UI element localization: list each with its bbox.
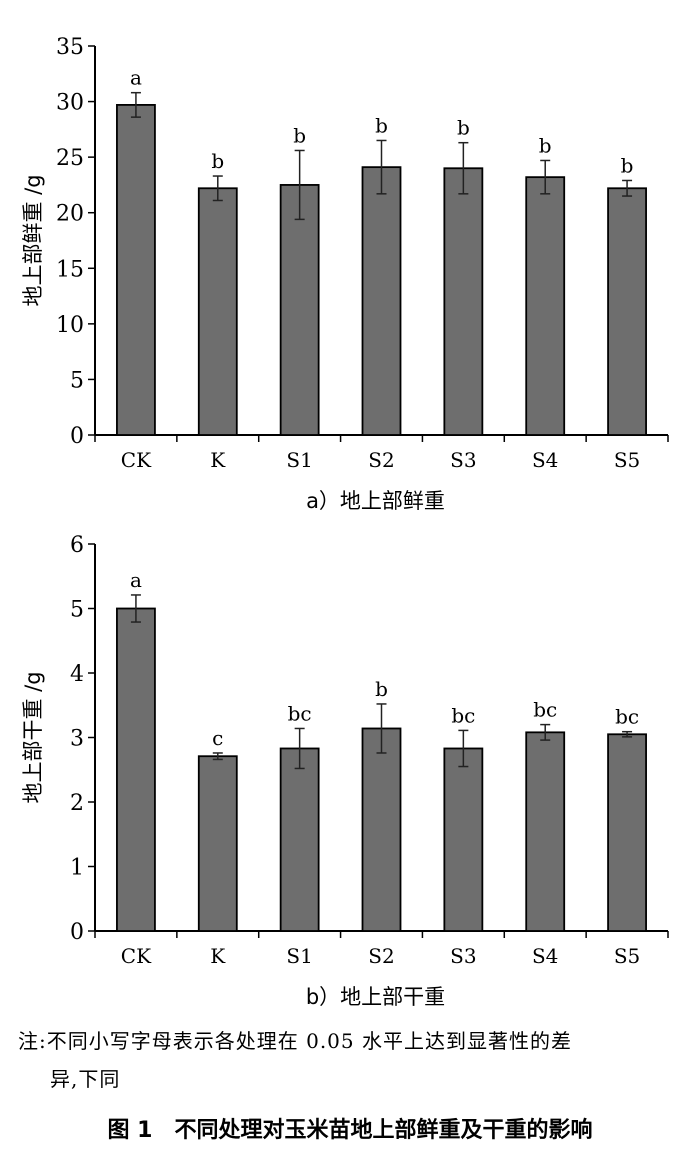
category-label: S5 [614, 448, 640, 472]
chart-subtitle: a）地上部鲜重 [306, 489, 445, 513]
chart-fresh-weight: 0 5 10 15 20 25 30 35 a CK b Kb S1 b S2 b S3 b S4 b S5 地上部鲜重 … [21, 35, 669, 513]
y-axis-label: 地上部鲜重 /g [21, 174, 45, 306]
significance-letter: b [211, 149, 224, 173]
significance-letter: bc [288, 701, 312, 725]
category-label: K [210, 448, 226, 472]
significance-letter: b [457, 116, 470, 140]
bar [116, 607, 156, 932]
category-label: S1 [286, 448, 312, 472]
y-axis-label: 地上部干重 /g [21, 671, 45, 803]
y-tick-label: 0 [70, 920, 84, 945]
significance-letter: a [130, 66, 142, 90]
bar [607, 733, 647, 932]
significance-letter: bc [451, 703, 475, 727]
y-tick-label: 15 [56, 257, 84, 282]
y-tick-label: 1 [70, 856, 84, 881]
y-tick-label: 3 [70, 727, 84, 752]
category-label: S3 [450, 448, 476, 472]
significance-letter: c [212, 726, 223, 750]
caption-label: 图 1 [107, 1118, 153, 1143]
category-label: S2 [368, 448, 394, 472]
significance-letter: bc [615, 705, 639, 729]
y-tick-label: 30 [56, 91, 84, 116]
bar [361, 166, 402, 436]
caption-text: 不同处理对玉米苗地上部鲜重及干重的影响 [174, 1118, 593, 1143]
significance-letter: b [621, 153, 634, 177]
category-label: S3 [450, 944, 476, 968]
category-label: S1 [286, 944, 312, 968]
y-tick-label: 35 [56, 35, 84, 60]
significance-letter: b [293, 123, 306, 147]
bar [525, 176, 566, 436]
significance-letter: b [375, 113, 388, 137]
bar [607, 187, 647, 436]
figure-caption: 图 1 不同处理对玉米苗地上部鲜重及干重的影响 [0, 1112, 700, 1144]
significance-letter: bc [533, 698, 557, 722]
significance-letter: a [130, 568, 142, 592]
category-label: S4 [532, 448, 558, 472]
bar [279, 747, 320, 932]
bar [443, 747, 484, 932]
y-tick-label: 2 [70, 791, 84, 816]
y-tick-label: 20 [56, 202, 84, 227]
note-line-1: 注:不同小写字母表示各处理在 0.05 水平上达到显著性的差 [18, 1029, 572, 1053]
category-label: S4 [532, 944, 558, 968]
bar [443, 167, 484, 436]
note-line-2: 异,下同 [50, 1067, 121, 1091]
bar [361, 727, 402, 932]
category-label: S2 [368, 944, 394, 968]
y-tick-label: 5 [70, 368, 84, 393]
category-label: CK [121, 448, 152, 472]
y-tick-label: 6 [70, 533, 84, 558]
category-label: S5 [614, 944, 640, 968]
significance-letter: b [539, 133, 552, 157]
y-tick-label: 10 [56, 313, 84, 338]
chart-dry-weight: 0 1 2 3 4 5 6 a CK c Kbc S1 b S2 bc S3 bc S4 bc S5 地上部干重 /g b… [21, 533, 669, 1009]
bar [116, 104, 156, 436]
y-tick-label: 25 [56, 146, 84, 171]
bar [197, 187, 238, 436]
y-tick-label: 4 [70, 662, 84, 687]
y-tick-label: 5 [70, 598, 84, 623]
bar [279, 184, 320, 436]
bar [197, 755, 238, 932]
figure: 05101520253035aCKbKbS1bS2bS3bS4bS5地上部鲜重 … [21, 35, 669, 1009]
significance-letter: b [375, 677, 388, 701]
figure-note: 注:不同小写字母表示各处理在 0.05 水平上达到显著性的差 异,下同 [18, 1022, 688, 1098]
category-label: K [210, 944, 226, 968]
bar [525, 731, 566, 932]
chart-subtitle: b）地上部干重 [306, 985, 445, 1009]
category-label: CK [121, 944, 152, 968]
y-tick-label: 0 [70, 424, 84, 449]
